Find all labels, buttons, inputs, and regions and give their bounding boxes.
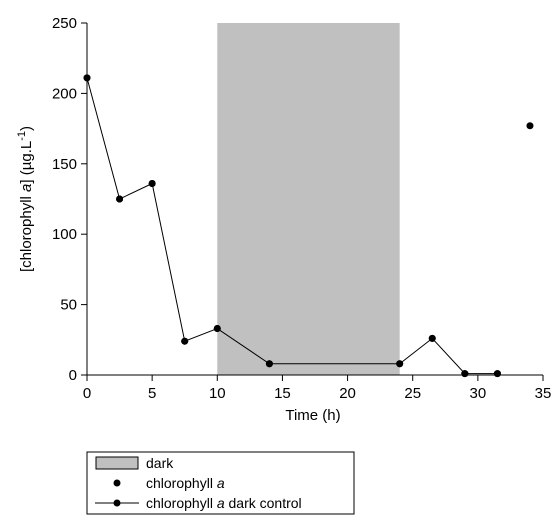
data-point	[181, 337, 189, 345]
x-axis-title: Time (h)	[285, 407, 340, 424]
legend-item: chlorophyll a dark control	[95, 495, 302, 511]
data-point	[461, 370, 469, 378]
data-point	[526, 122, 534, 130]
legend-label: chlorophyll a	[146, 475, 225, 491]
legend-swatch	[95, 456, 139, 470]
x-tick-label: 35	[535, 385, 552, 402]
data-point	[213, 325, 221, 333]
x-tick-label: 30	[470, 385, 487, 402]
legend-item: chlorophyll a	[113, 475, 225, 491]
legend-marker	[113, 499, 121, 507]
data-point	[428, 334, 436, 342]
y-axis-title: [chlorophyll a] (µg.L-1)	[16, 126, 35, 272]
y-tick-label: 200	[52, 85, 77, 102]
x-tick-label: 10	[209, 385, 226, 402]
series-layer	[83, 74, 534, 378]
series-1	[83, 74, 501, 378]
y-tick-label: 0	[69, 367, 77, 384]
data-point	[396, 360, 404, 368]
data-point	[148, 180, 156, 188]
y-tick-label: 100	[52, 226, 77, 243]
data-point	[116, 195, 124, 203]
legend-marker	[113, 479, 121, 487]
y-tick-label: 150	[52, 156, 77, 173]
series-line	[86, 77, 498, 375]
legend-item: dark	[95, 455, 174, 471]
dark-period-band	[217, 23, 400, 375]
x-tick-label: 25	[404, 385, 421, 402]
x-tick-label: 5	[148, 385, 156, 402]
x-tick-label: 0	[83, 385, 91, 402]
data-point	[83, 74, 91, 82]
y-tick-label: 50	[60, 297, 77, 314]
y-tick-label: 250	[52, 15, 77, 32]
x-tick-label: 15	[274, 385, 291, 402]
legend-label: dark	[146, 455, 174, 471]
labels-layer: 0 5 10 15 20 25 30 35 0 50 100 150 200 250 Time (h) [ch…	[16, 15, 551, 424]
data-point	[265, 360, 273, 368]
x-tick-label: 20	[339, 385, 356, 402]
legend: dark chlorophyll a chlorophyll a dark cont…	[86, 451, 355, 515]
data-point	[493, 370, 501, 378]
legend-label: chlorophyll a dark control	[146, 495, 302, 511]
dark-period-layer	[217, 23, 400, 375]
